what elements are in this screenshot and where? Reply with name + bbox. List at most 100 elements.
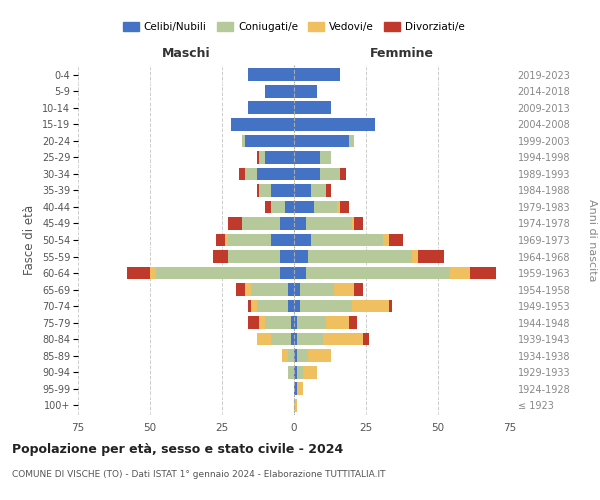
Bar [271, 184, 294, 197]
Bar [265, 85, 294, 98]
Bar [305, 217, 352, 230]
Bar [156, 266, 280, 280]
Bar [257, 168, 294, 180]
Bar [228, 234, 271, 246]
Bar [314, 200, 337, 213]
Bar [294, 200, 314, 213]
Bar [300, 283, 334, 296]
Bar [288, 300, 294, 312]
Bar [470, 266, 496, 280]
Bar [294, 217, 305, 230]
Bar [320, 168, 340, 180]
Bar [294, 283, 300, 296]
Bar [294, 85, 317, 98]
Bar [280, 250, 294, 263]
Bar [294, 332, 297, 345]
Bar [248, 316, 259, 329]
Bar [340, 200, 349, 213]
Y-axis label: Fasce di età: Fasce di età [23, 205, 37, 275]
Bar [349, 316, 358, 329]
Bar [288, 283, 294, 296]
Bar [311, 184, 326, 197]
Bar [288, 366, 294, 378]
Bar [418, 250, 444, 263]
Bar [248, 102, 294, 114]
Bar [248, 68, 294, 82]
Bar [297, 332, 323, 345]
Bar [302, 366, 317, 378]
Bar [294, 349, 297, 362]
Bar [248, 300, 251, 312]
Bar [265, 151, 294, 164]
Bar [259, 316, 265, 329]
Bar [326, 184, 331, 197]
Bar [449, 266, 470, 280]
Bar [245, 134, 294, 147]
Text: Femmine: Femmine [370, 47, 434, 60]
Bar [337, 200, 340, 213]
Bar [216, 234, 225, 246]
Bar [257, 151, 259, 164]
Bar [297, 349, 308, 362]
Bar [251, 300, 257, 312]
Bar [245, 168, 257, 180]
Bar [294, 266, 305, 280]
Bar [259, 184, 271, 197]
Bar [294, 134, 349, 147]
Bar [352, 300, 389, 312]
Bar [257, 332, 271, 345]
Bar [265, 316, 291, 329]
Bar [294, 366, 297, 378]
Bar [259, 151, 265, 164]
Text: Popolazione per età, sesso e stato civile - 2024: Popolazione per età, sesso e stato civil… [12, 442, 343, 456]
Text: COMUNE DI VISCHE (TO) - Dati ISTAT 1° gennaio 2024 - Elaborazione TUTTITALIA.IT: COMUNE DI VISCHE (TO) - Dati ISTAT 1° ge… [12, 470, 386, 479]
Bar [294, 184, 311, 197]
Bar [355, 217, 363, 230]
Bar [294, 234, 311, 246]
Bar [352, 217, 355, 230]
Bar [242, 134, 245, 147]
Text: Anni di nascita: Anni di nascita [587, 198, 597, 281]
Bar [150, 266, 156, 280]
Bar [271, 332, 291, 345]
Legend: Celibi/Nubili, Coniugati/e, Vedovi/e, Divorziati/e: Celibi/Nubili, Coniugati/e, Vedovi/e, Di… [119, 18, 469, 36]
Bar [127, 266, 150, 280]
Bar [294, 151, 320, 164]
Bar [228, 217, 242, 230]
Bar [280, 266, 294, 280]
Bar [323, 332, 363, 345]
Bar [291, 332, 294, 345]
Bar [280, 217, 294, 230]
Bar [257, 184, 259, 197]
Bar [412, 250, 418, 263]
Bar [242, 217, 280, 230]
Bar [300, 300, 352, 312]
Bar [308, 250, 412, 263]
Bar [265, 200, 271, 213]
Bar [294, 382, 297, 395]
Bar [334, 283, 355, 296]
Bar [225, 234, 228, 246]
Text: Maschi: Maschi [161, 47, 211, 60]
Bar [308, 349, 331, 362]
Bar [294, 118, 374, 131]
Bar [355, 283, 363, 296]
Bar [297, 316, 326, 329]
Bar [326, 316, 349, 329]
Bar [349, 134, 355, 147]
Bar [230, 118, 294, 131]
Bar [320, 151, 331, 164]
Bar [214, 250, 228, 263]
Bar [363, 332, 369, 345]
Bar [383, 234, 389, 246]
Bar [271, 234, 294, 246]
Bar [245, 283, 251, 296]
Bar [294, 250, 308, 263]
Bar [305, 266, 449, 280]
Bar [340, 168, 346, 180]
Bar [294, 300, 300, 312]
Bar [294, 102, 331, 114]
Bar [286, 200, 294, 213]
Bar [294, 68, 340, 82]
Bar [251, 283, 288, 296]
